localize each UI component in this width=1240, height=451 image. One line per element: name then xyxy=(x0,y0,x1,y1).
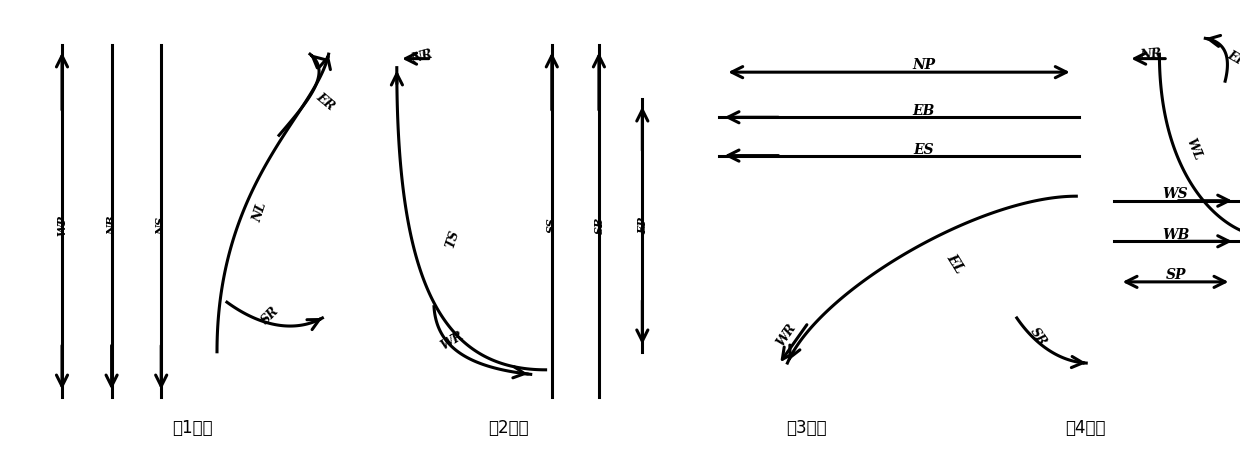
Text: NP: NP xyxy=(913,58,935,73)
Text: 第3相位: 第3相位 xyxy=(786,419,826,437)
Text: WR: WR xyxy=(774,321,799,348)
Text: TS: TS xyxy=(444,228,461,250)
Text: NR: NR xyxy=(409,47,434,65)
Text: SS: SS xyxy=(547,218,557,233)
Text: NL: NL xyxy=(252,200,269,224)
Text: SB: SB xyxy=(594,217,604,234)
Text: EP: EP xyxy=(637,217,647,234)
Text: SR: SR xyxy=(1027,326,1049,349)
Text: WL: WL xyxy=(1184,136,1204,162)
Text: 第2相位: 第2相位 xyxy=(489,419,528,437)
Text: WB: WB xyxy=(1162,227,1189,242)
Text: ER: ER xyxy=(1224,48,1240,69)
Text: NS: NS xyxy=(156,216,166,235)
Text: NB: NB xyxy=(107,216,117,235)
Text: WR: WR xyxy=(439,329,466,352)
Text: ES: ES xyxy=(914,143,934,157)
Text: EB: EB xyxy=(913,104,935,118)
Text: WP: WP xyxy=(57,215,67,236)
Text: 第4相位: 第4相位 xyxy=(1065,419,1105,437)
Text: SP: SP xyxy=(1166,268,1185,282)
Text: WS: WS xyxy=(1163,187,1188,201)
Text: EL: EL xyxy=(944,252,966,276)
Text: SR: SR xyxy=(259,304,281,327)
Text: ER: ER xyxy=(312,90,337,113)
Text: NR: NR xyxy=(1140,48,1162,62)
Text: 第1相位: 第1相位 xyxy=(172,419,212,437)
